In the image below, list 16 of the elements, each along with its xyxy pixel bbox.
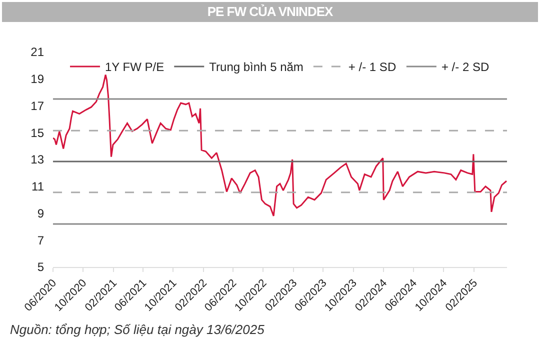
y-tick-label: 21	[30, 45, 44, 60]
legend-label: + /- 1 SD	[348, 60, 396, 74]
legend-label: + /- 2 SD	[441, 60, 490, 74]
y-tick-label: 11	[32, 180, 44, 194]
y-tick-label: 15	[30, 126, 44, 140]
y-tick-label: 7	[37, 233, 44, 248]
line-series	[53, 74, 507, 217]
y-tick-label: 13	[30, 152, 44, 167]
y-tick-label: 5	[37, 260, 44, 274]
chart-title: PE FW CỦA VNINDEX	[2, 2, 538, 22]
y-tick-label: 17	[30, 98, 44, 113]
y-tick-label: 9	[37, 206, 44, 220]
text: Nguồn: tổng hợp; Số liệu tại ngày 13/6/2025	[10, 322, 264, 337]
legend-label: Trung bình 5 năm	[209, 60, 304, 74]
y-tick-label: 19	[30, 72, 44, 86]
legend-label: 1Y FW P/E	[105, 60, 164, 74]
